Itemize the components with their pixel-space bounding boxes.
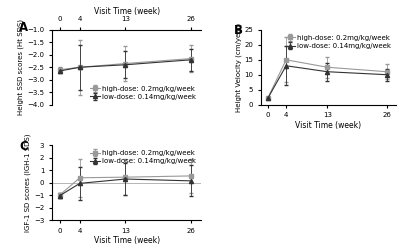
Text: B: B — [234, 24, 243, 37]
X-axis label: Visit Time (week): Visit Time (week) — [94, 6, 160, 16]
Text: A: A — [19, 21, 28, 34]
Legend: high-dose: 0.2mg/kg/week, low-dose: 0.14mg/kg/week: high-dose: 0.2mg/kg/week, low-dose: 0.14… — [88, 84, 198, 101]
X-axis label: Visit Time (week): Visit Time (week) — [296, 121, 362, 130]
Y-axis label: Height Velocity (cm/year): Height Velocity (cm/year) — [235, 23, 242, 112]
X-axis label: Visit Time (week): Visit Time (week) — [94, 236, 160, 246]
Text: C: C — [19, 140, 28, 152]
Legend: high-dose: 0.2mg/kg/week, low-dose: 0.14mg/kg/week: high-dose: 0.2mg/kg/week, low-dose: 0.14… — [88, 149, 198, 166]
Y-axis label: Height SSD scores (Ht SDS): Height SSD scores (Ht SDS) — [18, 19, 24, 115]
Legend: high-dose: 0.2mg/kg/week, low-dose: 0.14mg/kg/week: high-dose: 0.2mg/kg/week, low-dose: 0.14… — [283, 34, 392, 50]
Y-axis label: IGF-1 SD scores (IGH-1 SDS): IGF-1 SD scores (IGH-1 SDS) — [25, 134, 31, 232]
